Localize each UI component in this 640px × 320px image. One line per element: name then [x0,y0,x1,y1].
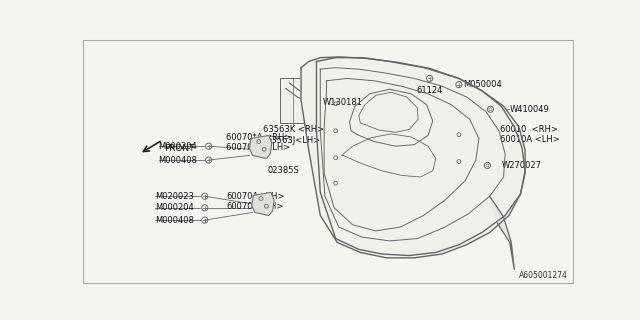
Text: W270027: W270027 [502,161,542,170]
Text: A605001274: A605001274 [520,271,568,280]
Text: M020023: M020023 [155,192,194,201]
Bar [280,78,320,123]
Polygon shape [490,196,515,269]
Text: FRONT: FRONT [164,144,195,153]
Text: M000408: M000408 [159,156,198,164]
Text: 60070*A <RH>
60070*B <LH>: 60070*A <RH> 60070*B <LH> [227,133,292,152]
Polygon shape [252,192,274,215]
Text: M000408: M000408 [155,216,194,225]
Text: M000204: M000204 [159,142,197,151]
Polygon shape [250,135,272,158]
Text: 02385S: 02385S [268,166,300,175]
Text: 60010  <RH>
60010A <LH>: 60010 <RH> 60010A <LH> [500,125,559,144]
Text: M050004: M050004 [463,80,502,89]
Text: W410049: W410049 [509,105,550,114]
Text: M000204: M000204 [155,203,193,212]
Text: 60070A<RH>
60070B<LH>: 60070A<RH> 60070B<LH> [227,192,285,211]
Polygon shape [301,57,525,258]
Text: W130181: W130181 [323,98,363,107]
Text: 63563K <RH>
63563J<LH>: 63563K <RH> 63563J<LH> [263,125,324,145]
Text: 61124: 61124 [417,86,443,95]
